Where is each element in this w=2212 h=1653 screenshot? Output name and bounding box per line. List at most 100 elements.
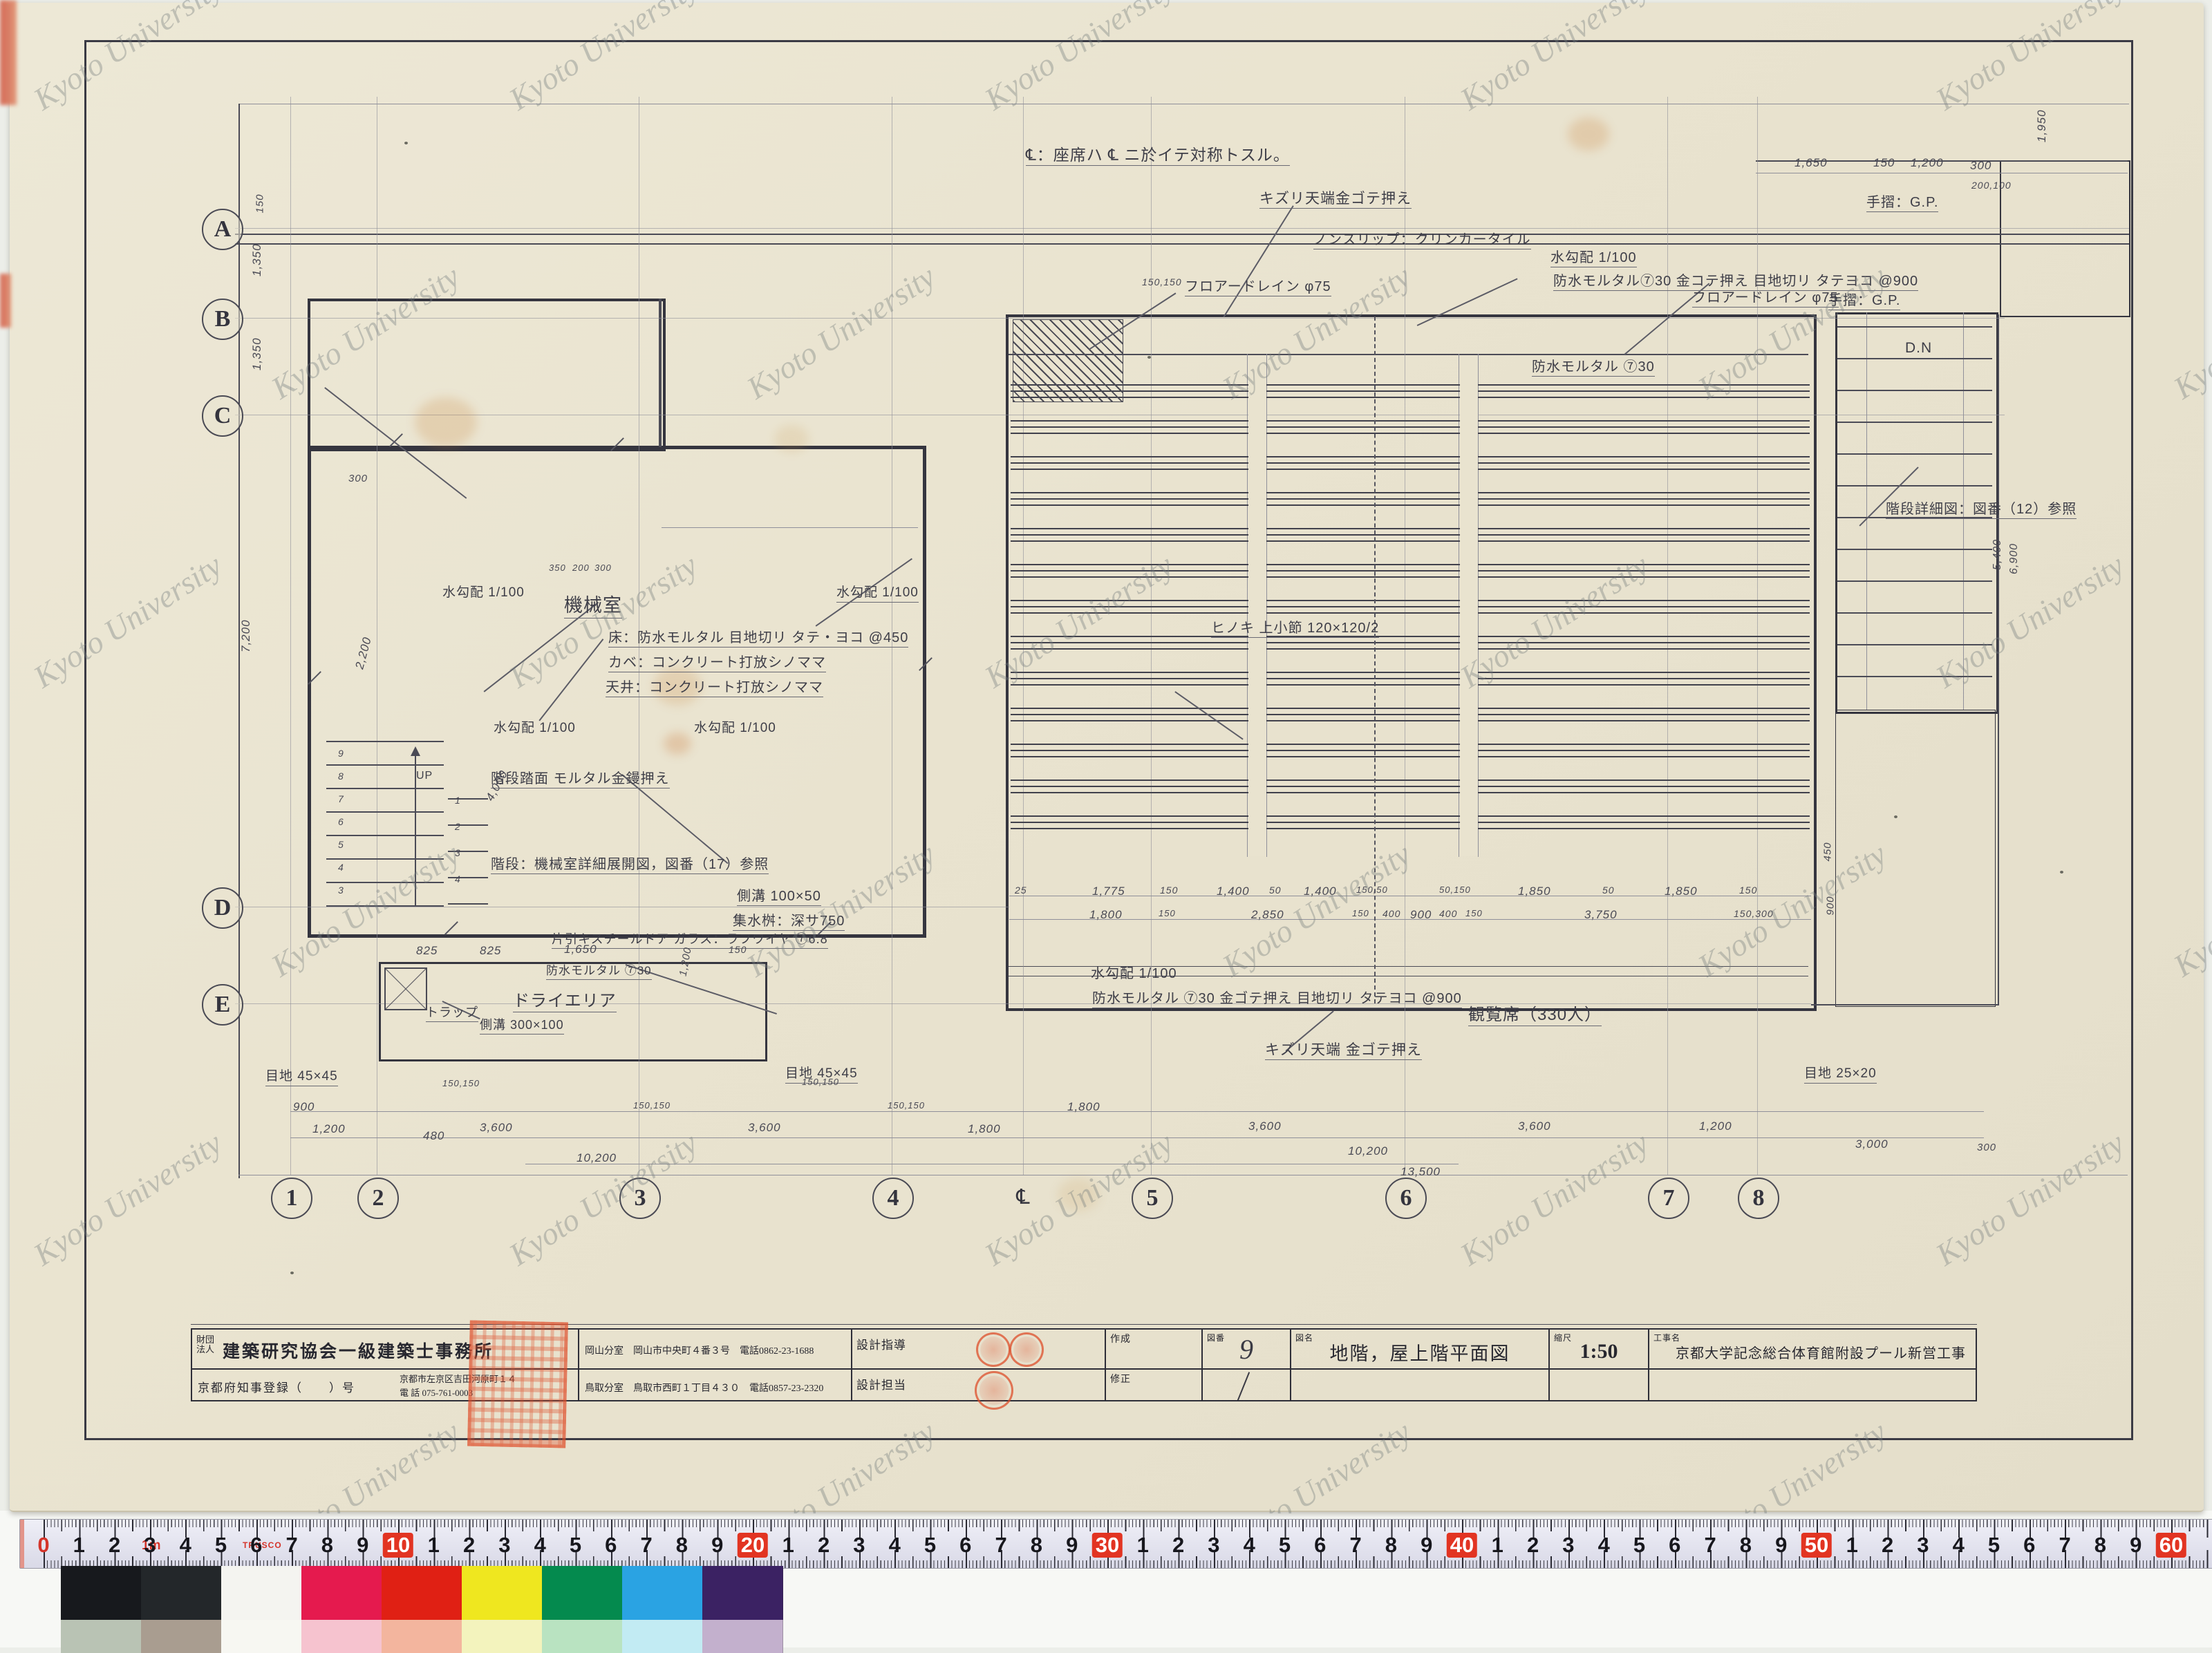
ruler-number: 6 (250, 1533, 263, 1557)
dimension-label: 3,600 (748, 1121, 781, 1134)
trusco-scale-ruler: 1m TRUSCO 0 1 2 3 4 5 6 7 8 9 10 1 2 3 4 5 6 7 8 9 20 1 2 3 4 5 6 7… (19, 1519, 2212, 1569)
color-patch (61, 1620, 142, 1653)
ruler-number: 6 (2023, 1533, 2036, 1557)
ruler-number: 7 (1349, 1533, 1362, 1557)
paper-speck (1147, 356, 1151, 359)
annotation-text: 階段詳細図：図番（12）参照 (1886, 502, 2077, 519)
ruler-number: 10 (382, 1533, 414, 1558)
ruler-number: 7 (995, 1533, 1007, 1557)
drawing-line (1009, 919, 1811, 920)
bench-row (1011, 708, 1810, 721)
title-block-top-rule (191, 1324, 1977, 1325)
ruler-number: 3 (144, 1533, 156, 1557)
grid-bubble-col-℄: ℄ (1016, 1185, 1030, 1209)
drawing-line (1866, 312, 1867, 710)
grid-bubble-row-D: D (202, 887, 243, 929)
dimension-label: 1,800 (1067, 1100, 1100, 1113)
dimension-label: 825 (480, 944, 502, 957)
ruler-number: 5 (569, 1533, 582, 1557)
annotation-text: 機械室 (564, 595, 622, 618)
ruler-number: 5 (1633, 1533, 1646, 1557)
kyoto-address-1: 京都市左京区吉田河原町１４ (400, 1374, 517, 1384)
plan-wall-rect (308, 299, 666, 451)
dimension-label: 480 (423, 1129, 445, 1142)
annotation-text: 観覧席（330人） (1468, 1005, 1602, 1027)
org-type-line2: 法人 (196, 1344, 215, 1355)
grid-bubble-col-5: 5 (1132, 1178, 1173, 1219)
stair-tread (448, 824, 488, 826)
annotation-text: 防水モルタル ⑦30 (546, 964, 652, 980)
stair-tread (448, 851, 488, 852)
annotation-text: ヒノキ 上小節 120×120/2 (1211, 621, 1380, 638)
stair-number: 2 (455, 821, 461, 832)
drawing-title-value: 地階，屋上階平面図 (1329, 1343, 1510, 1364)
dimension-label: 900 (1410, 908, 1432, 921)
org-type-line1: 財団 (196, 1334, 215, 1345)
stair-tread (1837, 549, 1992, 550)
ruler-number: 1 (73, 1533, 85, 1557)
ruler-number: 5 (1278, 1533, 1291, 1557)
plan-wall-rect (379, 962, 767, 1061)
drawing-line (1811, 1004, 1998, 1005)
ruler-meter-label: 1m (142, 1538, 161, 1553)
stair-tread (326, 905, 444, 907)
annotation-text: 手摺：G.P. (1866, 195, 1939, 212)
bench-row (1011, 672, 1810, 686)
color-patch (382, 1620, 462, 1653)
dimension-label: 6,900 (2008, 542, 2020, 574)
annotation-text: 目地 25×20 (1804, 1066, 1877, 1084)
stair-tread (1837, 422, 1992, 423)
dimension-label: 50 (1602, 885, 1615, 896)
annotation-text: トラップ (426, 1005, 478, 1022)
color-patch (141, 1566, 222, 1621)
paper-sheet (10, 3, 2204, 1512)
drawing-line (662, 527, 918, 528)
color-patch (542, 1620, 623, 1653)
drawing-line (290, 1111, 1984, 1112)
annotation-text: キズリ天端金ゴテ押え (1259, 191, 1412, 209)
dimension-label: 7,200 (239, 619, 252, 652)
ruler-number: 5 (1987, 1533, 2000, 1557)
scale-cell: 縮尺 1:50 (1548, 1328, 1649, 1370)
stair-tread (326, 858, 444, 860)
leader-line (1223, 205, 1294, 318)
dimension-label: 200 (572, 563, 590, 573)
grid-axis-line-B (235, 318, 2005, 319)
drawing-line (235, 243, 2129, 245)
ruler-number: 0 (37, 1533, 50, 1557)
annotation-text: 床：防水モルタル 目地切リ タテ・ヨコ @450 (608, 630, 909, 648)
drawing-line (1756, 160, 2128, 162)
ruler-number: 40 (1446, 1533, 1478, 1558)
drawing-line (1963, 312, 1964, 710)
revised-cell: 修正 (1105, 1368, 1203, 1401)
dimension-label: 300 (594, 563, 612, 573)
revised-label: 修正 (1110, 1375, 1131, 1385)
color-patch (702, 1620, 783, 1653)
annotation-text: 片引キスチールドア ガラス：ラフワイヤ ⑦6.8 (552, 932, 828, 949)
grid-bubble-col-6: 6 (1385, 1178, 1427, 1219)
stair-number: 4 (338, 862, 344, 873)
ruler-number: 4 (534, 1533, 546, 1557)
grid-bubble-row-E: E (202, 984, 243, 1026)
plan-wall-rect (1835, 312, 1998, 714)
ruler-number: 9 (357, 1533, 369, 1557)
dimension-label: 1,850 (1518, 885, 1551, 898)
ruler-number: 7 (640, 1533, 653, 1557)
ruler-number: 1 (1491, 1533, 1503, 1557)
stair-tread (1837, 485, 1992, 487)
bench-row (1011, 780, 1810, 793)
annotation-text: 防水モルタル ⑦30 (1532, 359, 1655, 377)
dimension-label: 150,50 (1356, 885, 1388, 895)
dimension-label: 1,200 (1699, 1120, 1732, 1133)
stair-tread (1837, 580, 1992, 582)
ruler-number: 5 (214, 1533, 227, 1557)
plan-wall-rect (2000, 160, 2130, 317)
dimension-label: 825 (416, 944, 438, 957)
dimension-label: 150 (1465, 908, 1483, 918)
ruler-number: 2 (462, 1533, 476, 1557)
ruler-number: 60 (2155, 1533, 2187, 1558)
ruler-number: 4 (1597, 1533, 1610, 1557)
ruler-number: 8 (675, 1533, 688, 1557)
stair-number: 3 (455, 847, 461, 858)
ruler-number: 9 (1066, 1533, 1078, 1557)
